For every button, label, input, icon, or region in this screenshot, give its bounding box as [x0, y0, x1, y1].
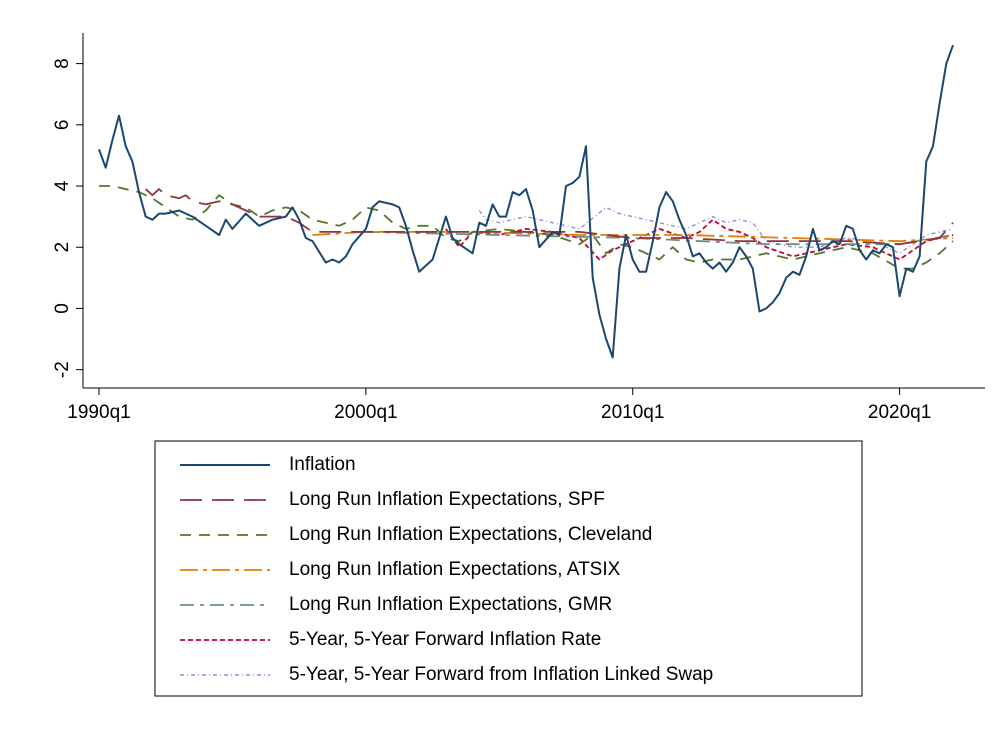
x-tick-label: 2020q1 — [868, 402, 931, 423]
y-tick-label: 2 — [52, 242, 73, 253]
y-tick-label: 8 — [52, 58, 73, 69]
series-line — [445, 218, 954, 261]
legend-label: 5-Year, 5-Year Forward Inflation Rate — [289, 629, 601, 650]
legend-box — [154, 440, 863, 697]
y-tick-label: -2 — [52, 361, 73, 378]
y-tick-label: 6 — [52, 120, 73, 131]
x-tick-label: 2010q1 — [601, 402, 664, 423]
legend-label: Inflation — [289, 454, 356, 475]
legend-label: Long Run Inflation Expectations, SPF — [289, 489, 605, 510]
y-tick-label: 0 — [52, 303, 73, 314]
legend-label: Long Run Inflation Expectations, GMR — [289, 594, 612, 615]
series-line — [145, 188, 954, 246]
series-line — [99, 185, 954, 270]
legend-label: Long Run Inflation Expectations, Clevela… — [289, 524, 652, 545]
y-tick-label: 4 — [52, 180, 73, 191]
series-line — [98, 44, 954, 359]
x-tick-label: 1990q1 — [67, 402, 130, 423]
legend-label: Long Run Inflation Expectations, ATSIX — [289, 559, 621, 580]
legend-label: 5-Year, 5-Year Forward from Inflation Li… — [289, 664, 713, 685]
x-tick-label: 2000q1 — [334, 402, 397, 423]
